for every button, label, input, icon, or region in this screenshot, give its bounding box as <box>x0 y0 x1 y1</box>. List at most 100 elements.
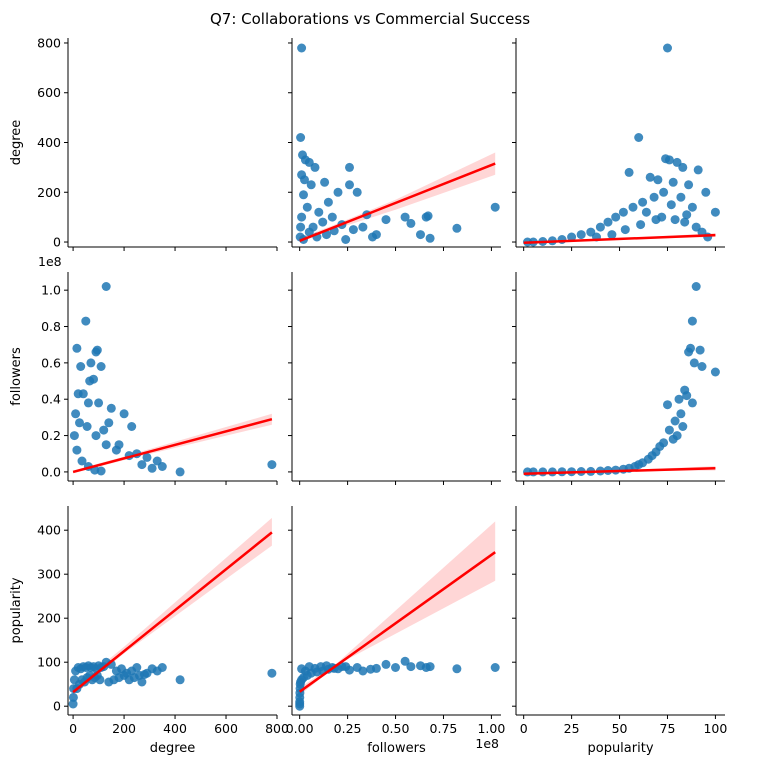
data-point <box>638 197 648 207</box>
data-point <box>653 175 663 185</box>
data-point <box>659 187 669 197</box>
data-point <box>358 222 368 232</box>
x-tick-label: 0.50 <box>382 721 410 736</box>
data-point <box>684 180 694 190</box>
data-point <box>82 422 92 431</box>
data-point <box>620 225 630 235</box>
data-point <box>618 464 628 474</box>
data-point <box>664 425 674 435</box>
data-point <box>101 440 111 450</box>
data-point <box>607 230 617 240</box>
y-tick-label: 0.0 <box>41 464 61 479</box>
data-point <box>348 225 358 235</box>
data-point <box>69 431 79 441</box>
data-point <box>576 230 586 240</box>
data-point <box>641 207 651 217</box>
data-point <box>320 177 330 187</box>
data-point <box>595 222 605 232</box>
panel-popularity-vs-followers: 0.00 0.25 0.50 0.75 1.00 followers 1e8 <box>286 506 505 756</box>
data-point <box>666 200 676 210</box>
data-point <box>295 701 305 711</box>
data-point <box>676 409 686 419</box>
data-point <box>651 215 661 225</box>
data-point <box>101 282 111 291</box>
x-tick-label: 0 <box>69 721 77 736</box>
y-axis-label: degree <box>9 120 24 166</box>
panel-followers-vs-degree: 0.0 0.2 0.4 0.6 0.8 1.0 followers 1e8 <box>9 254 278 485</box>
y-tick-label: 0 <box>53 235 61 250</box>
data-point <box>682 391 692 401</box>
data-point <box>72 343 82 353</box>
data-point <box>523 467 532 477</box>
data-point <box>111 445 121 455</box>
y-tick-label: 100 <box>37 655 61 670</box>
chart-title: Q7: Collaborations vs Commercial Success <box>210 10 530 28</box>
data-point <box>400 212 410 222</box>
x-tick-label: 400 <box>163 721 187 736</box>
data-point <box>668 434 678 444</box>
data-point <box>76 362 86 371</box>
data-point <box>678 422 688 431</box>
data-point <box>119 409 129 419</box>
data-point <box>423 211 433 221</box>
data-point <box>490 202 500 212</box>
regression-line <box>72 531 273 694</box>
data-point <box>71 409 81 419</box>
data-point <box>603 217 613 227</box>
regression-line <box>523 467 716 475</box>
data-point <box>710 207 720 217</box>
x-tick-label: 0.00 <box>286 721 314 736</box>
data-point <box>327 212 337 222</box>
x-tick-label: 0.75 <box>430 721 458 736</box>
data-point <box>95 675 105 685</box>
data-point <box>345 180 354 190</box>
data-point <box>137 460 147 470</box>
data-point <box>649 192 659 202</box>
x-tick-label: 1.00 <box>477 721 505 736</box>
data-point <box>140 670 149 679</box>
data-point <box>381 659 391 669</box>
data-point <box>452 223 462 233</box>
data-point <box>267 460 277 470</box>
data-point <box>663 400 672 410</box>
data-point <box>333 187 343 197</box>
data-point <box>78 389 88 399</box>
data-point <box>296 222 306 232</box>
data-point <box>425 233 435 243</box>
x-tick-label: 75 <box>660 721 676 736</box>
regression-line <box>523 233 716 245</box>
y-axis-label: followers <box>9 347 24 406</box>
data-point <box>96 466 106 476</box>
data-point <box>406 662 416 672</box>
confidence-band <box>299 152 496 242</box>
data-point <box>81 316 91 326</box>
regression-line <box>299 162 496 242</box>
x-axis-label: popularity <box>587 741 653 756</box>
x-tick-label: 100 <box>703 721 727 736</box>
data-point <box>490 663 500 672</box>
y-tick-label: 300 <box>37 567 61 582</box>
x-tick-label: 800 <box>265 721 289 736</box>
y-tick-label: 0 <box>53 699 61 714</box>
data-point <box>142 452 152 462</box>
data-point <box>452 664 462 674</box>
data-point <box>697 362 707 371</box>
data-point <box>352 663 362 672</box>
x-axis-label: followers <box>367 741 426 756</box>
data-point <box>618 207 628 217</box>
panel-degree-vs-popularity <box>512 38 725 251</box>
y-axis-label: popularity <box>9 577 24 643</box>
data-point <box>99 425 109 435</box>
regression-line <box>298 551 496 693</box>
data-point <box>71 666 81 676</box>
data-point <box>693 165 703 175</box>
data-point <box>663 43 672 53</box>
data-point <box>341 662 351 672</box>
data-point <box>75 418 84 428</box>
y-tick-label: 800 <box>37 35 61 50</box>
data-point <box>86 358 96 368</box>
data-point <box>682 210 692 220</box>
x-tick-label: 50 <box>612 721 628 736</box>
x-tick-label: 200 <box>112 721 136 736</box>
data-point <box>96 362 106 371</box>
